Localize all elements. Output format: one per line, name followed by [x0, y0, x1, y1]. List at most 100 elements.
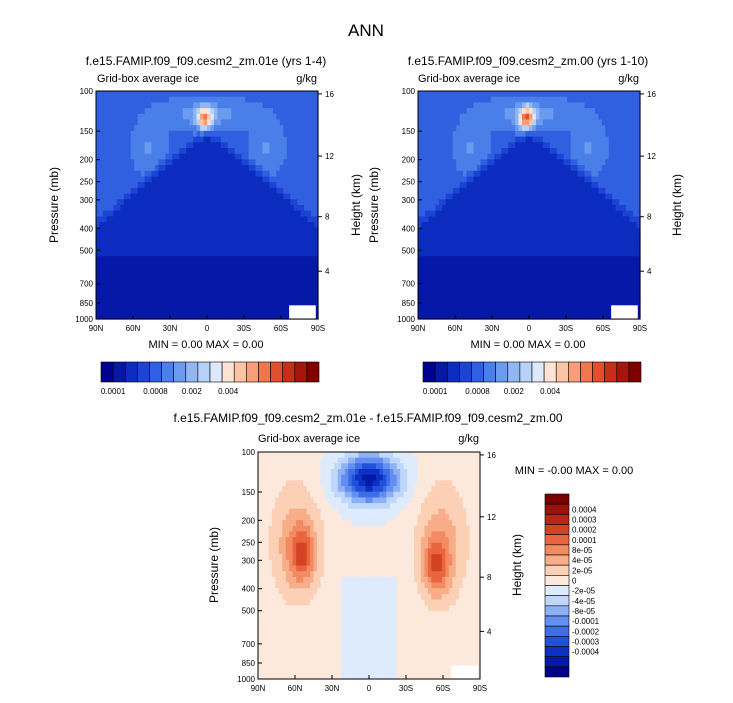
- heatmap-cell: [581, 256, 586, 263]
- heatmap-cell: [581, 239, 586, 246]
- heatmap-cell: [186, 233, 191, 240]
- heatmap-cell: [286, 210, 291, 217]
- heatmap-cell: [463, 159, 468, 166]
- heatmap-cell: [203, 296, 208, 303]
- heatmap-cell: [234, 165, 239, 172]
- heatmap-cell: [168, 301, 173, 309]
- heatmap-cell: [567, 205, 572, 212]
- heatmap-cell: [438, 182, 443, 189]
- heatmap-cell: [175, 222, 180, 229]
- heatmap-cell: [508, 284, 513, 292]
- heatmap-cell: [314, 199, 319, 206]
- heatmap-cell: [286, 91, 291, 98]
- heatmap-cell: [483, 290, 488, 297]
- heatmap-cell: [629, 165, 634, 172]
- heatmap-cell: [207, 227, 212, 235]
- heatmap-cell: [193, 113, 198, 121]
- heatmap-cell: [265, 148, 271, 155]
- heatmap-cell: [175, 296, 180, 303]
- heatmap-cell: [182, 301, 187, 309]
- heatmap-cell: [421, 284, 426, 292]
- heatmap-cell: [200, 210, 205, 217]
- heatmap-cell: [96, 250, 101, 257]
- heatmap-cell: [508, 170, 513, 178]
- heatmap-cell: [584, 91, 589, 98]
- heatmap-cell: [497, 250, 502, 257]
- heatmap-cell: [127, 301, 132, 309]
- heatmap-cell: [612, 119, 617, 126]
- heatmap-cell: [490, 170, 495, 178]
- heatmap-cell: [252, 170, 257, 178]
- heatmap-cell: [438, 165, 443, 172]
- heatmap-cell: [525, 284, 530, 292]
- heatmap-cell: [245, 284, 250, 292]
- heatmap-cell: [522, 130, 527, 138]
- heatmap-cell: [207, 96, 212, 103]
- heatmap-cell: [452, 233, 457, 240]
- heatmap-cell: [231, 307, 236, 314]
- heatmap-cell: [245, 290, 250, 297]
- heatmap-cell: [307, 273, 312, 280]
- heatmap-cell: [577, 227, 582, 235]
- heatmap-cell: [106, 210, 111, 217]
- heatmap-cell: [109, 108, 114, 115]
- heatmap-cell: [231, 91, 236, 98]
- heatmap-cell: [213, 205, 219, 212]
- heatmap-cell: [96, 301, 101, 309]
- heatmap-cell: [497, 284, 502, 292]
- heatmap-cell: [497, 142, 502, 149]
- heatmap-cell: [501, 210, 506, 217]
- heatmap-cell: [130, 130, 135, 138]
- heatmap-cell: [480, 153, 485, 160]
- heatmap-cell: [619, 279, 624, 286]
- heatmap-cell: [286, 176, 291, 183]
- heatmap-cell: [314, 296, 319, 303]
- heatmap-cell: [518, 176, 523, 183]
- heatmap-cell: [626, 102, 631, 109]
- heatmap-cell: [535, 165, 541, 172]
- heatmap-cell: [175, 159, 180, 166]
- heatmap-cell: [504, 216, 509, 223]
- heatmap-cell: [255, 290, 260, 297]
- heatmap-cell: [421, 91, 426, 98]
- heatmap-cell: [466, 250, 471, 257]
- heatmap-cell: [189, 130, 194, 138]
- heatmap-cell: [231, 125, 236, 132]
- heatmap-cell: [515, 267, 520, 274]
- heatmap-cell: [148, 187, 153, 195]
- heatmap-cell: [217, 256, 222, 263]
- heatmap-cell: [463, 96, 468, 103]
- heatmap-cell: [144, 125, 149, 132]
- heatmap-cell: [452, 187, 457, 195]
- heatmap-cell: [193, 96, 198, 103]
- heatmap-cell: [245, 182, 250, 189]
- heatmap-cell: [175, 244, 180, 252]
- heatmap-cell: [151, 222, 156, 229]
- heatmap-cell: [497, 159, 502, 166]
- heatmap-cell: [286, 199, 291, 206]
- heatmap-cell: [99, 113, 104, 121]
- heatmap-cell: [154, 296, 160, 303]
- heatmap-cell: [587, 205, 593, 212]
- heatmap-cell: [151, 91, 156, 98]
- heatmap-cell: [127, 296, 132, 303]
- heatmap-cell: [563, 284, 568, 292]
- heatmap-cell: [539, 210, 544, 217]
- heatmap-cell: [99, 119, 104, 126]
- heatmap-cell: [501, 296, 506, 303]
- heatmap-cell: [224, 136, 229, 143]
- heatmap-cell: [497, 193, 502, 200]
- heatmap-cell: [473, 199, 478, 206]
- heatmap-cell: [293, 205, 298, 212]
- heatmap-cell: [130, 148, 135, 155]
- heatmap-cell: [290, 301, 295, 309]
- heatmap-cell: [120, 125, 125, 132]
- right-label: g/kg: [618, 73, 639, 85]
- heatmap-cell: [476, 142, 482, 149]
- heatmap-cell: [102, 182, 108, 189]
- heatmap-cell: [297, 210, 302, 217]
- heatmap-cell: [293, 233, 298, 240]
- heatmap-cell: [213, 239, 219, 246]
- heatmap-cell: [137, 130, 142, 138]
- heatmap-cell: [158, 199, 163, 206]
